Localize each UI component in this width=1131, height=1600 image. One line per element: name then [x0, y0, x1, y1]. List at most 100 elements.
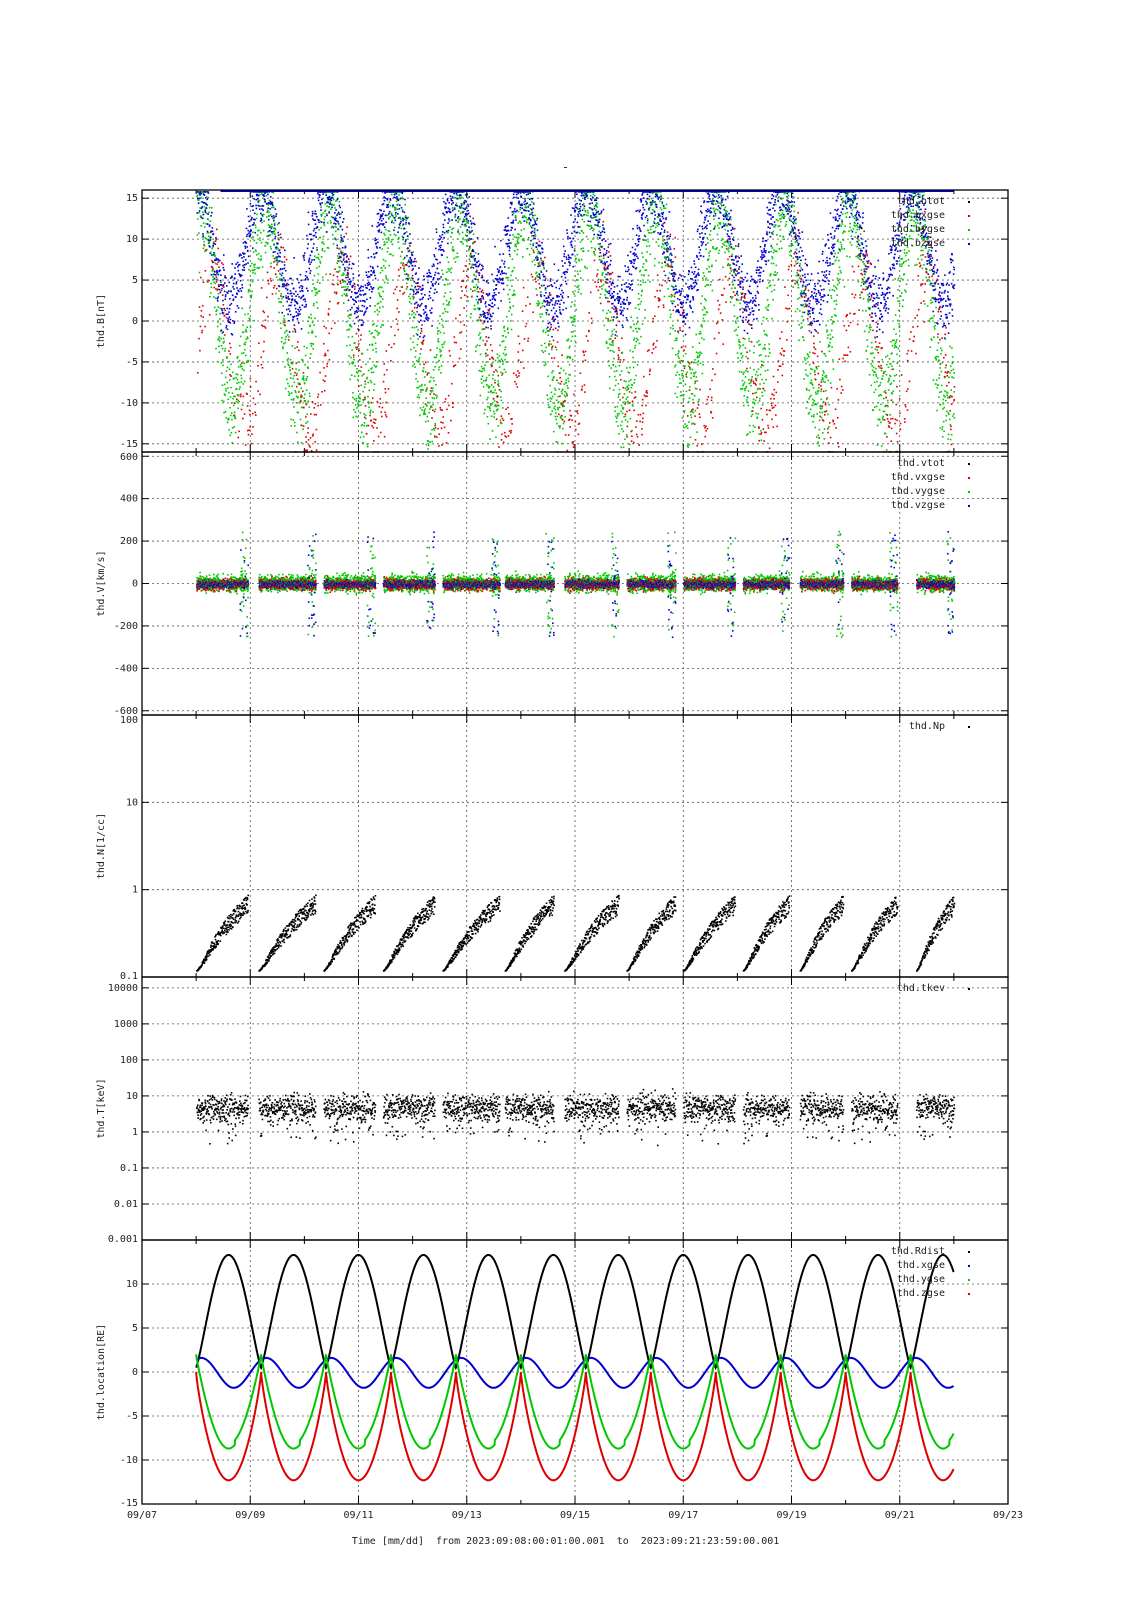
data-point-bzgse — [235, 263, 237, 265]
data-point-bxgse — [273, 267, 275, 269]
data-point-bzgse — [559, 288, 561, 290]
data-point-bzgse — [304, 259, 306, 261]
data-point-bzgse — [381, 215, 383, 217]
data-point-bygse — [209, 241, 211, 243]
data-point-bzgse — [548, 314, 550, 316]
data-point-bygse — [302, 428, 304, 430]
data-point-bygse — [366, 425, 368, 427]
data-point-bygse — [606, 292, 608, 294]
data-point-bzgse — [547, 286, 549, 288]
data-point-bygse — [408, 296, 410, 298]
data-point-bygse — [291, 392, 293, 394]
data-point-bxgse — [416, 311, 418, 313]
data-point-bygse — [372, 349, 374, 351]
data-point-bygse — [219, 313, 221, 315]
data-point-bzgse — [628, 302, 630, 304]
data-point-bygse — [517, 222, 519, 224]
data-point-bygse — [619, 389, 621, 391]
data-point-bygse — [502, 407, 504, 409]
data-point-bxgse — [274, 285, 276, 287]
data-point-bygse — [413, 363, 415, 365]
data-point-bzgse — [277, 253, 279, 255]
data-point-bygse — [273, 207, 275, 209]
data-point-bxgse — [420, 348, 422, 350]
data-point-bzgse — [632, 228, 634, 230]
data-point-bygse — [545, 347, 547, 349]
data-point-bzgse — [526, 194, 528, 196]
data-point-bzgse — [241, 296, 243, 298]
data-point-bygse — [633, 324, 635, 326]
data-point-bygse — [580, 241, 582, 243]
data-point-bzgse — [580, 200, 582, 202]
data-point-bzgse — [286, 297, 288, 299]
data-point-bzgse — [542, 274, 544, 276]
data-point-bxgse — [551, 318, 553, 320]
data-point-bygse — [585, 267, 587, 269]
data-point-bzgse — [638, 235, 640, 237]
data-point-bygse — [388, 265, 390, 267]
data-point-bxgse — [294, 372, 296, 374]
data-point-bygse — [608, 365, 610, 367]
data-point-bzgse — [461, 224, 463, 226]
data-point-bygse — [432, 387, 434, 389]
data-point-bzgse — [570, 214, 572, 216]
data-point-bzgse — [315, 232, 317, 234]
data-point-bygse — [320, 237, 322, 239]
data-point-bzgse — [387, 199, 389, 201]
data-point-bygse — [569, 346, 571, 348]
data-point-bygse — [618, 396, 620, 398]
data-point-bxgse — [349, 261, 351, 263]
data-point-bzgse — [423, 337, 425, 339]
data-point-bygse — [471, 296, 473, 298]
data-point-bxgse — [297, 341, 299, 343]
data-point-bzgse — [577, 232, 579, 234]
data-point-bzgse — [474, 260, 476, 262]
data-point-bygse — [230, 364, 232, 366]
data-point-bygse — [613, 389, 615, 391]
data-point-bygse — [227, 422, 229, 424]
data-point-bygse — [393, 222, 395, 224]
data-point-bygse — [220, 323, 222, 325]
data-point-bygse — [481, 371, 483, 373]
data-point-bygse — [506, 361, 508, 363]
data-point-bygse — [260, 232, 262, 234]
data-point-bygse — [573, 321, 575, 323]
data-point-bygse — [197, 234, 199, 236]
data-point-bygse — [493, 416, 495, 418]
data-point-bygse — [507, 285, 509, 287]
data-point-bzgse — [355, 297, 357, 299]
data-point-bzgse — [627, 271, 629, 273]
data-point-bygse — [258, 258, 260, 260]
data-point-bygse — [447, 268, 449, 270]
data-point-bxgse — [381, 416, 383, 418]
data-point-bzgse — [297, 303, 299, 305]
data-point-bxgse — [323, 380, 325, 382]
data-point-bzgse — [468, 227, 470, 229]
data-point-bxgse — [573, 394, 575, 396]
data-point-bxgse — [384, 374, 386, 376]
data-point-bzgse — [289, 298, 291, 300]
data-point-bzgse — [396, 193, 398, 195]
data-point-bygse — [507, 332, 509, 334]
data-point-bzgse — [541, 242, 543, 244]
data-point-bygse — [603, 257, 605, 259]
data-point-bzgse — [437, 278, 439, 280]
data-point-bzgse — [604, 263, 606, 265]
data-point-bygse — [541, 285, 543, 287]
data-point-bxgse — [532, 311, 534, 313]
data-point-bygse — [501, 374, 503, 376]
data-point-bygse — [347, 286, 349, 288]
data-point-bzgse — [482, 266, 484, 268]
data-point-bygse — [514, 294, 516, 296]
data-point-bxgse — [493, 358, 495, 360]
data-point-bzgse — [493, 295, 495, 297]
data-point-bygse — [516, 243, 518, 245]
data-point-bygse — [289, 369, 291, 371]
data-point-bzgse — [413, 294, 415, 296]
data-point-bzgse — [405, 241, 407, 243]
data-point-bzgse — [211, 212, 213, 214]
data-point-bzgse — [282, 268, 284, 270]
data-point-bxgse — [550, 326, 552, 328]
data-point-bzgse — [407, 247, 409, 249]
data-point-bygse — [357, 379, 359, 381]
